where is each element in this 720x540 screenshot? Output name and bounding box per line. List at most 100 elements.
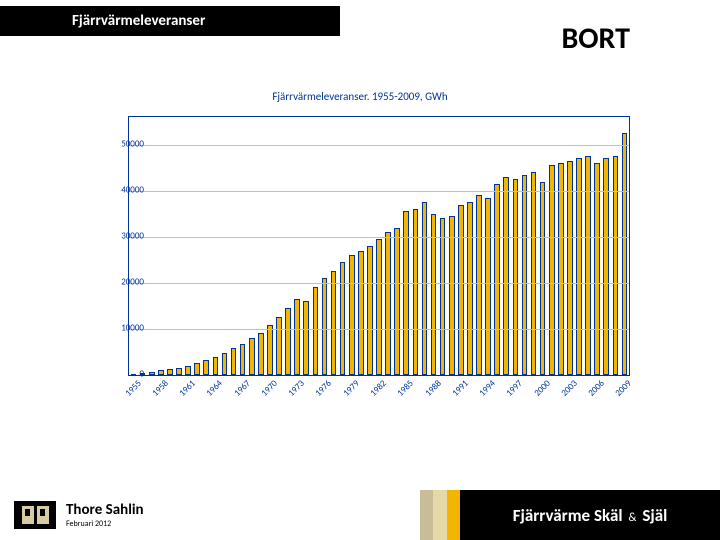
bar [322, 278, 328, 375]
bar [358, 251, 364, 375]
bar [385, 232, 391, 375]
x-tick-label: 1967 [232, 378, 253, 399]
grid-line [129, 191, 629, 192]
bar [467, 202, 473, 375]
author-name: Thore Sahlin [66, 503, 144, 518]
bar [494, 184, 500, 375]
chart-x-axis: 1955195819611964196719701973197619791982… [128, 378, 628, 428]
bar [222, 353, 228, 375]
chart: Fjärrvärmeleveranser. 1955-2009, GWh 195… [70, 90, 650, 430]
logo-icon [14, 501, 56, 529]
x-tick-label: 2009 [614, 378, 635, 399]
x-tick-label: 1979 [341, 378, 362, 399]
bar [367, 246, 373, 375]
bar [622, 133, 628, 375]
footer: Thore Sahlin Februari 2012 Fjärrvärme Sk… [0, 490, 720, 540]
x-tick-label: 1970 [259, 378, 280, 399]
author-date: Februari 2012 [66, 520, 144, 528]
bar [503, 177, 509, 375]
bar [149, 372, 155, 375]
bar [531, 172, 537, 375]
x-tick-label: 2003 [559, 378, 580, 399]
bar [476, 195, 482, 375]
bar [485, 198, 491, 375]
bar [240, 344, 246, 375]
bar [513, 179, 519, 375]
x-tick-label: 2006 [586, 378, 607, 399]
x-tick-label: 1991 [450, 378, 471, 399]
bar [449, 216, 455, 375]
bar [422, 202, 428, 375]
footer-right: Fjärrvärme Skäl & Själ [420, 490, 720, 540]
bar [549, 165, 555, 375]
page-title: Fjärrvärmeleveranser [72, 12, 205, 30]
brand-prefix: Fjärrvärme Skäl [513, 505, 623, 526]
bar [249, 338, 255, 375]
chart-bars [129, 117, 629, 375]
bar [203, 360, 209, 375]
bar [258, 333, 264, 375]
y-tick-label: 0 [94, 369, 144, 380]
bar [376, 239, 382, 375]
bar [313, 287, 319, 375]
grid-line [129, 283, 629, 284]
chart-title: Fjärrvärmeleveranser. 1955-2009, GWh [70, 90, 650, 103]
bar [158, 370, 164, 375]
y-tick-label: 50000 [94, 138, 144, 149]
status-word: BORT [561, 20, 630, 57]
bar [394, 228, 400, 375]
y-tick-label: 40000 [94, 184, 144, 195]
x-tick-label: 1955 [123, 378, 144, 399]
brand-amp: & [628, 511, 636, 525]
footer-left: Thore Sahlin Februari 2012 [0, 490, 314, 540]
x-tick-label: 1994 [477, 378, 498, 399]
bar [413, 209, 419, 375]
bar [613, 156, 619, 375]
bar [340, 262, 346, 375]
title-bar: Fjärrvärmeleveranser [0, 6, 340, 36]
x-tick-label: 1973 [286, 378, 307, 399]
bar [276, 317, 282, 375]
bar [285, 308, 291, 375]
y-tick-label: 10000 [94, 322, 144, 333]
bar [176, 368, 182, 375]
x-tick-label: 1964 [204, 378, 225, 399]
bar [540, 182, 546, 376]
brand-suffix: Själ [642, 505, 667, 526]
bar [167, 369, 173, 375]
x-tick-label: 1985 [395, 378, 416, 399]
grid-line [129, 237, 629, 238]
x-tick-label: 1961 [177, 378, 198, 399]
bar [594, 163, 600, 375]
x-tick-label: 1976 [314, 378, 335, 399]
y-tick-label: 20000 [94, 276, 144, 287]
y-tick-label: 30000 [94, 230, 144, 241]
bar [231, 348, 237, 375]
bar [440, 218, 446, 375]
grid-line [129, 145, 629, 146]
bar [567, 161, 573, 375]
author-block: Thore Sahlin Februari 2012 [66, 503, 144, 528]
x-tick-label: 1982 [368, 378, 389, 399]
x-tick-label: 1988 [423, 378, 444, 399]
bar [431, 214, 437, 375]
x-tick-label: 1958 [150, 378, 171, 399]
bar [267, 325, 273, 375]
slide: Fjärrvärmeleveranser BORT Fjärrvärmeleve… [0, 0, 720, 540]
x-tick-label: 2000 [532, 378, 553, 399]
brand-stripes [420, 490, 460, 540]
bar [194, 363, 200, 375]
bar [585, 156, 591, 375]
grid-line [129, 329, 629, 330]
bar [558, 163, 564, 375]
bar [294, 299, 300, 375]
bar [213, 357, 219, 375]
bar [522, 175, 528, 375]
x-tick-label: 1997 [504, 378, 525, 399]
bar [458, 205, 464, 375]
bar [185, 366, 191, 375]
bar [303, 301, 309, 375]
bar [331, 271, 337, 375]
chart-plot [128, 116, 630, 376]
bar [349, 255, 355, 375]
